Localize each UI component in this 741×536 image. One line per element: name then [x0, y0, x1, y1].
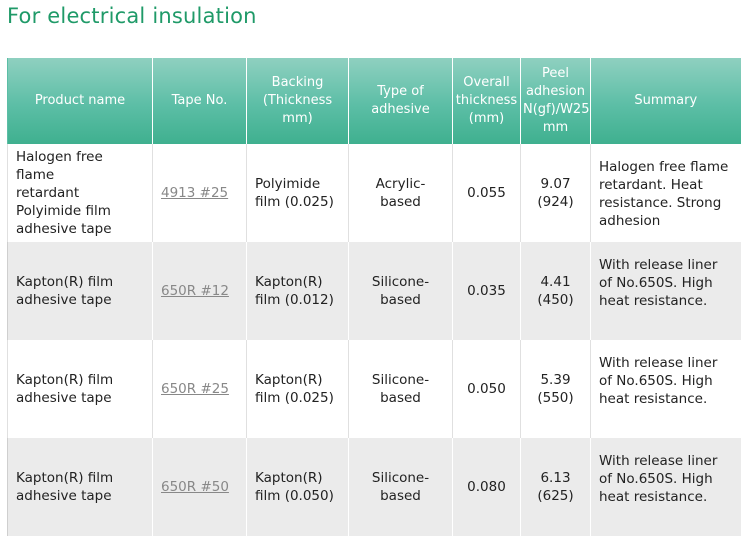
table-row: Halogen free flame retardant Polyimide f…: [7, 144, 741, 242]
tape-no-link[interactable]: 650R #50: [161, 479, 229, 495]
table-header-row: Product name Tape No. Backing (Thickness…: [7, 58, 741, 144]
summary-cell: With release liner of No.650S. High heat…: [590, 242, 741, 340]
product-name-cell: Kapton(R) film adhesive tape: [7, 242, 153, 340]
page-title: For electrical insulation: [7, 4, 257, 28]
table-row: Kapton(R) film adhesive tape 650R #25 Ka…: [7, 340, 741, 438]
product-name-cell: Kapton(R) film adhesive tape: [7, 340, 153, 438]
summary-cell: With release liner of No.650S. High heat…: [590, 340, 741, 438]
product-name-cell: Kapton(R) film adhesive tape: [7, 438, 153, 536]
tape-no-link[interactable]: 650R #25: [161, 381, 229, 397]
backing-cell: Polyimide film (0.025): [246, 144, 349, 242]
summary-cell: With release liner of No.650S. High heat…: [590, 438, 741, 536]
peel-adhesion-cell: 6.13 (625): [520, 438, 591, 536]
header-peel-adhesion: Peel adhesion N(gf)/W25 mm: [520, 58, 591, 144]
table-row: Kapton(R) film adhesive tape 650R #12 Ka…: [7, 242, 741, 340]
thickness-cell: 0.035: [452, 242, 521, 340]
peel-adhesion-cell: 4.41 (450): [520, 242, 591, 340]
tape-no-cell: 650R #50: [152, 438, 247, 536]
summary-cell: Halogen free flame retardant. Heat resis…: [590, 144, 741, 242]
header-adhesive-type: Type of adhesive: [348, 58, 453, 144]
tape-no-link[interactable]: 650R #12: [161, 283, 229, 299]
adhesive-type-cell: Acrylic- based: [348, 144, 453, 242]
header-tape-no: Tape No.: [152, 58, 247, 144]
peel-adhesion-cell: 5.39 (550): [520, 340, 591, 438]
backing-cell: Kapton(R) film (0.012): [246, 242, 349, 340]
backing-cell: Kapton(R) film (0.050): [246, 438, 349, 536]
peel-adhesion-cell: 9.07 (924): [520, 144, 591, 242]
thickness-cell: 0.050: [452, 340, 521, 438]
adhesive-type-cell: Silicone- based: [348, 340, 453, 438]
tape-no-cell: 650R #25: [152, 340, 247, 438]
header-product-name: Product name: [7, 58, 153, 144]
thickness-cell: 0.080: [452, 438, 521, 536]
header-summary: Summary: [590, 58, 741, 144]
backing-cell: Kapton(R) film (0.025): [246, 340, 349, 438]
adhesive-type-cell: Silicone- based: [348, 438, 453, 536]
product-name-cell: Halogen free flame retardant Polyimide f…: [7, 144, 153, 242]
tape-no-cell: 4913 #25: [152, 144, 247, 242]
table-row: Kapton(R) film adhesive tape 650R #50 Ka…: [7, 438, 741, 536]
tape-no-link[interactable]: 4913 #25: [161, 185, 229, 201]
tape-no-cell: 650R #12: [152, 242, 247, 340]
adhesive-type-cell: Silicone- based: [348, 242, 453, 340]
product-table: Product name Tape No. Backing (Thickness…: [7, 58, 741, 536]
thickness-cell: 0.055: [452, 144, 521, 242]
header-overall-thickness: Overall thickness (mm): [452, 58, 521, 144]
header-backing: Backing (Thickness mm): [246, 58, 349, 144]
